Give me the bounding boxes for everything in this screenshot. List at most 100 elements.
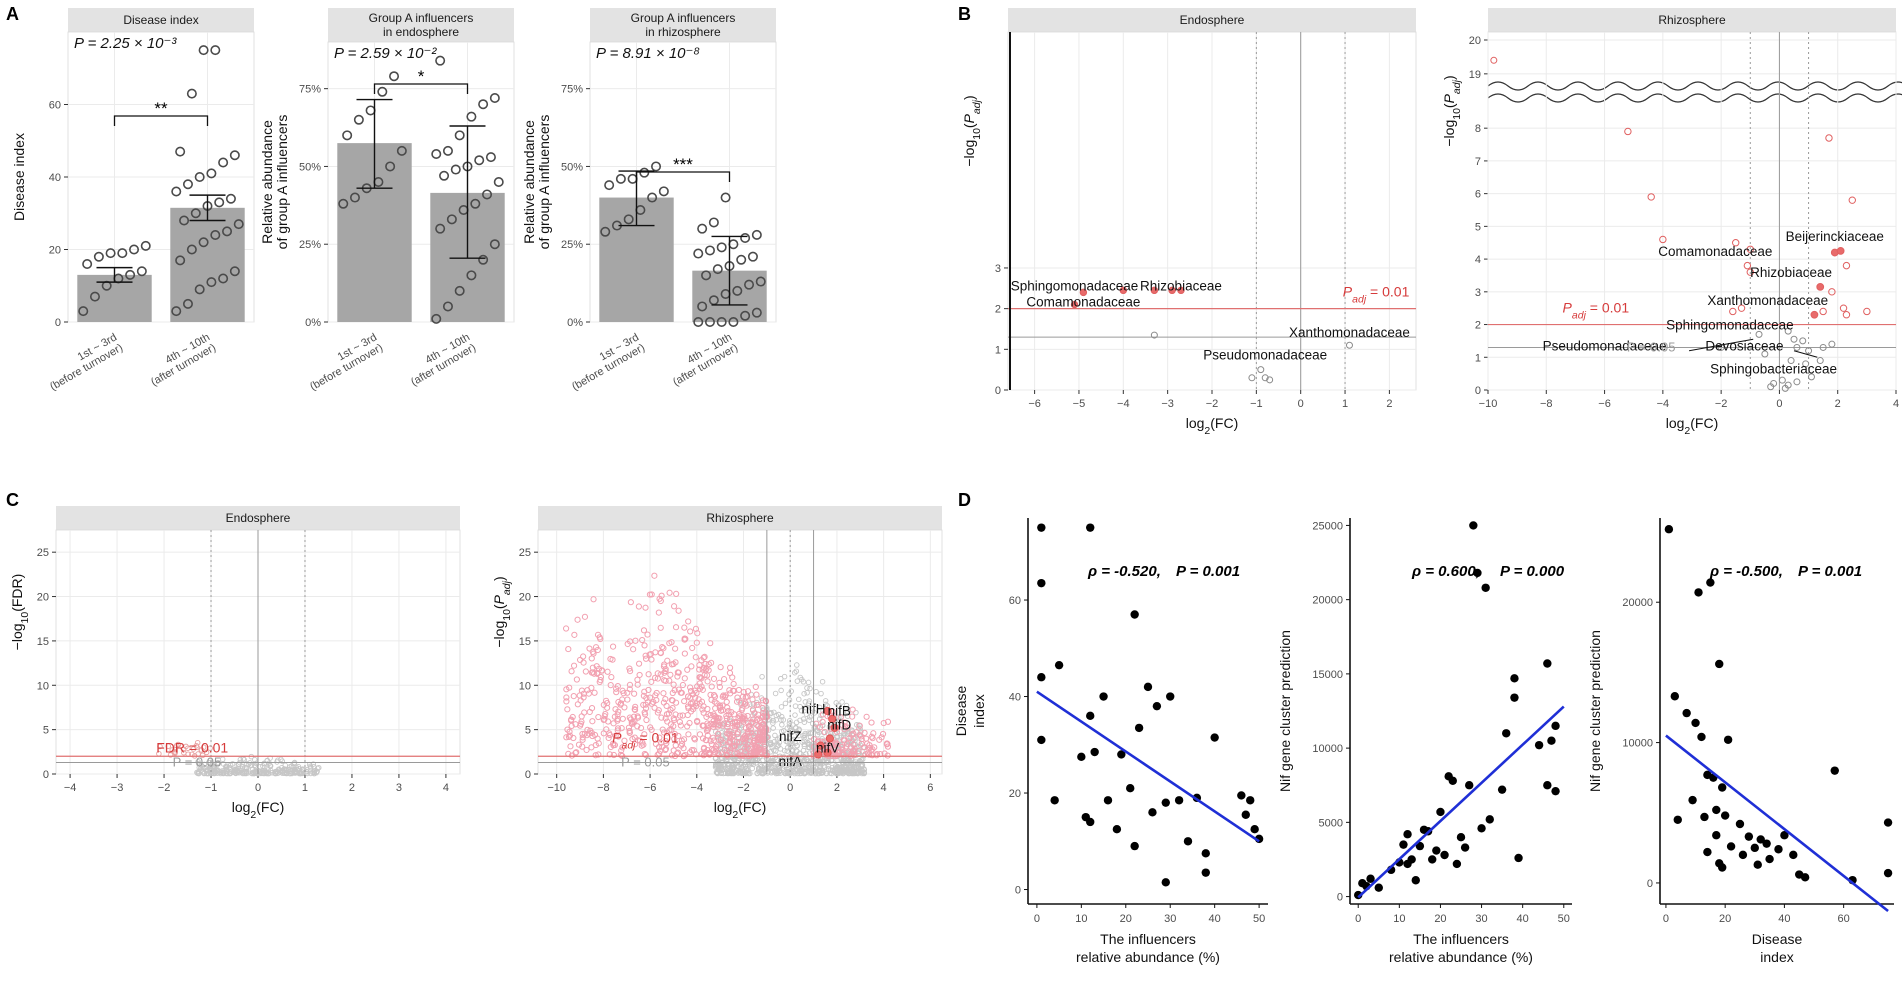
data-point (489, 239, 500, 250)
data-point (704, 245, 715, 256)
point-not-significant (840, 770, 847, 777)
x-tick-label: 50 (1253, 913, 1265, 925)
point-significant (738, 752, 745, 759)
point-significant (626, 681, 634, 688)
point-significant (585, 690, 592, 697)
point-not-significant (790, 747, 796, 753)
point-significant (884, 740, 891, 748)
y-tick-label: 4 (1475, 254, 1481, 266)
data-point (736, 254, 747, 265)
point-not-significant (779, 722, 785, 728)
y-axis-title-text-part: −log (9, 623, 25, 650)
data-point (194, 172, 205, 183)
threshold-label: Padj = 0.01 (1343, 284, 1410, 306)
point-not-significant (805, 700, 812, 707)
point-significant (172, 746, 178, 753)
point-not-significant (1787, 357, 1795, 365)
point-significant (693, 700, 700, 707)
point-significant (684, 666, 691, 673)
x-axis-title-part: 2 (1204, 425, 1210, 437)
point-not-significant (1755, 330, 1763, 338)
point-significant (606, 751, 613, 758)
point-significant (688, 663, 695, 670)
point-not-significant (207, 769, 213, 776)
point-significant (563, 686, 570, 693)
point-significant (617, 751, 625, 759)
point-significant (729, 674, 736, 681)
point-not-significant (794, 678, 801, 684)
point-not-significant (1790, 335, 1798, 343)
data-point (454, 285, 465, 296)
point-significant (689, 700, 696, 707)
point-significant (721, 693, 729, 700)
point-significant (657, 597, 664, 605)
data-point (171, 186, 182, 197)
point-not-significant (798, 707, 805, 714)
data-point (466, 111, 477, 122)
point-not-significant (803, 711, 810, 717)
point-not-significant (827, 767, 834, 773)
data-point (1440, 850, 1449, 860)
data-point (1534, 740, 1544, 750)
point-significant (582, 668, 589, 675)
data-point (740, 233, 751, 244)
data-point (210, 45, 221, 56)
data-point (1664, 525, 1674, 534)
data-point (129, 244, 140, 255)
point-not-significant (239, 766, 246, 772)
point-significant (698, 683, 705, 690)
point-significant (661, 661, 668, 668)
data-point (1452, 859, 1462, 869)
point-significant (703, 727, 711, 735)
point-significant (661, 669, 668, 676)
point-significant (591, 689, 598, 696)
y-axis-title: −log10(Padj) (1441, 75, 1463, 146)
p-value-text: P = 0.000 (1500, 563, 1565, 580)
point-significant (672, 645, 679, 652)
point-not-significant (794, 662, 800, 668)
point-significant (635, 603, 642, 610)
point-not-significant (807, 730, 814, 737)
point-not-significant (725, 770, 731, 776)
point-significant (678, 689, 685, 696)
gene-point (830, 723, 839, 732)
threshold-label-part: adj (621, 739, 636, 751)
point-significant (759, 739, 766, 746)
point-significant (696, 731, 704, 738)
family-label: Comamonadaceae (1658, 244, 1772, 259)
point-significant (592, 644, 600, 651)
point-not-significant (755, 765, 762, 771)
point-significant (641, 642, 648, 649)
point-significant (1647, 193, 1655, 201)
y-axis-title-text-part: P (491, 594, 507, 604)
point-significant (664, 657, 671, 664)
family-label: Rhizobiaceae (1750, 265, 1832, 280)
y-axis-title-text-part: (FDR) (9, 574, 25, 612)
data-point (740, 310, 751, 321)
data-point (1210, 733, 1219, 742)
y-tick-label: 0 (1337, 892, 1343, 904)
x-tick-label: 40 (1209, 913, 1221, 925)
point-significant (701, 748, 709, 756)
point-not-significant (832, 767, 839, 774)
data-point (1201, 849, 1210, 858)
point-significant (871, 744, 878, 751)
point-significant (861, 729, 868, 736)
point-not-significant (805, 758, 812, 764)
point-significant (681, 698, 688, 705)
point-significant (175, 741, 182, 748)
threshold-label: Padj = 0.01 (612, 729, 679, 751)
point-not-significant (217, 770, 224, 777)
data-point (474, 155, 485, 166)
threshold-label-part: adj (1352, 294, 1367, 306)
data-point (171, 306, 182, 317)
point-significant (636, 671, 643, 679)
y-tick-label: 60 (49, 100, 61, 112)
data-point (186, 88, 197, 99)
x-tick-label: −3 (1161, 398, 1174, 410)
point-significant (737, 699, 745, 706)
gene-label: nifD (827, 718, 851, 733)
y-tick-label: 19 (1469, 69, 1481, 81)
data-point (1399, 840, 1408, 849)
point-significant (605, 734, 612, 742)
